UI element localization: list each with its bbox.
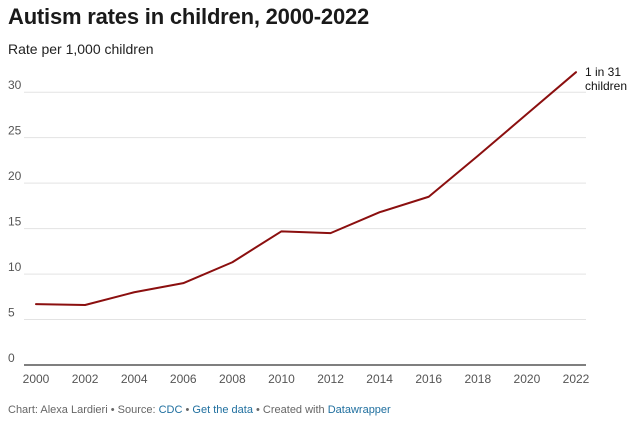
footer-credit: Chart: Alexa Lardieri • Source:: [8, 404, 159, 416]
annotation-line: 1 in 31: [585, 65, 621, 79]
x-tick-label: 2016: [415, 372, 442, 386]
series-line: [35, 71, 577, 306]
y-tick-label: 30: [8, 78, 22, 92]
y-tick-label: 0: [8, 351, 15, 365]
x-tick-label: 2014: [366, 372, 393, 386]
x-tick-label: 2002: [72, 372, 99, 386]
x-axis-ticks: 2000 2002 2004 2006 2008 2010 2012 2014 2016 2018…: [23, 372, 590, 386]
y-tick-label: 15: [8, 215, 22, 229]
x-tick-label: 2022: [563, 372, 590, 386]
x-tick-label: 2008: [219, 372, 246, 386]
x-tick-label: 2020: [514, 372, 541, 386]
footer-created: • Created with: [252, 404, 328, 416]
y-tick-label: 20: [8, 169, 22, 183]
source-link[interactable]: CDC: [158, 404, 183, 416]
gridlines: [24, 91, 586, 366]
series-layer: [35, 71, 577, 306]
y-axis-ticks: 0 5 10 15 20 25 30: [8, 78, 22, 365]
annotation-line: children: [585, 79, 627, 93]
x-tick-label: 2010: [268, 372, 295, 386]
line-chart: 0 5 10 15 20 25 30 2000 2002 2004 2006 2008 2010 201…: [8, 65, 627, 386]
datawrapper-link[interactable]: Datawrapper: [327, 404, 391, 416]
chart-title: Autism rates in children, 2000-2022: [8, 4, 370, 29]
x-tick-label: 2006: [170, 372, 197, 386]
x-tick-label: 2000: [23, 372, 50, 386]
footer-separator: •: [182, 404, 193, 416]
x-tick-label: 2012: [317, 372, 344, 386]
get-data-link[interactable]: Get the data: [192, 404, 253, 416]
x-tick-label: 2018: [464, 372, 491, 386]
y-tick-label: 10: [8, 260, 22, 274]
y-tick-label: 25: [8, 124, 22, 138]
chart-subtitle: Rate per 1,000 children: [8, 41, 154, 57]
chart-footer: Chart: Alexa Lardieri • Source: CDC • Ge…: [8, 404, 391, 416]
y-tick-label: 5: [8, 306, 15, 320]
x-tick-label: 2004: [121, 372, 148, 386]
